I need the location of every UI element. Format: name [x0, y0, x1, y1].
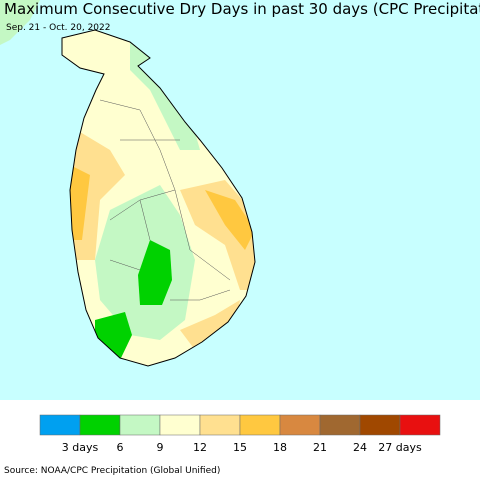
- legend-swatch: [79, 414, 121, 436]
- legend-swatch: [239, 414, 281, 436]
- district-borders: [99, 99, 231, 301]
- zone-18-east: [205, 190, 255, 250]
- legend-label: 9: [157, 441, 164, 454]
- legend-label: 21: [313, 441, 327, 454]
- legend-swatch: [39, 414, 81, 436]
- footer-bg: [0, 400, 480, 480]
- source: Source: NOAA/CPC Precipitation (Global U…: [4, 466, 220, 476]
- legend-label: 24: [353, 441, 367, 454]
- title: Maximum Consecutive Dry Days in past 30 …: [4, 0, 480, 18]
- legend-label: 6: [117, 441, 124, 454]
- legend-swatch: [399, 414, 441, 436]
- legend-swatch: [119, 414, 161, 436]
- legend-swatch: [279, 414, 321, 436]
- coastline: [61, 29, 256, 367]
- legend-label: 18: [273, 441, 287, 454]
- zone-6-center: [138, 240, 172, 305]
- legend-label: 12: [193, 441, 207, 454]
- zone-15-south: [180, 300, 240, 350]
- legend-swatch: [199, 414, 241, 436]
- legend-label: 3 days: [62, 441, 99, 454]
- legend-swatch: [319, 414, 361, 436]
- mainland-india: [0, 0, 40, 45]
- legend-swatch: [359, 414, 401, 436]
- legend: 3 days 6 9 12 15 18 21 24 27 days: [39, 414, 441, 454]
- subtitle: Sep. 21 - Oct. 20, 2022: [6, 23, 110, 33]
- legend-label: 27 days: [378, 441, 422, 454]
- legend-swatch: [159, 414, 201, 436]
- legend-label: 15: [233, 441, 247, 454]
